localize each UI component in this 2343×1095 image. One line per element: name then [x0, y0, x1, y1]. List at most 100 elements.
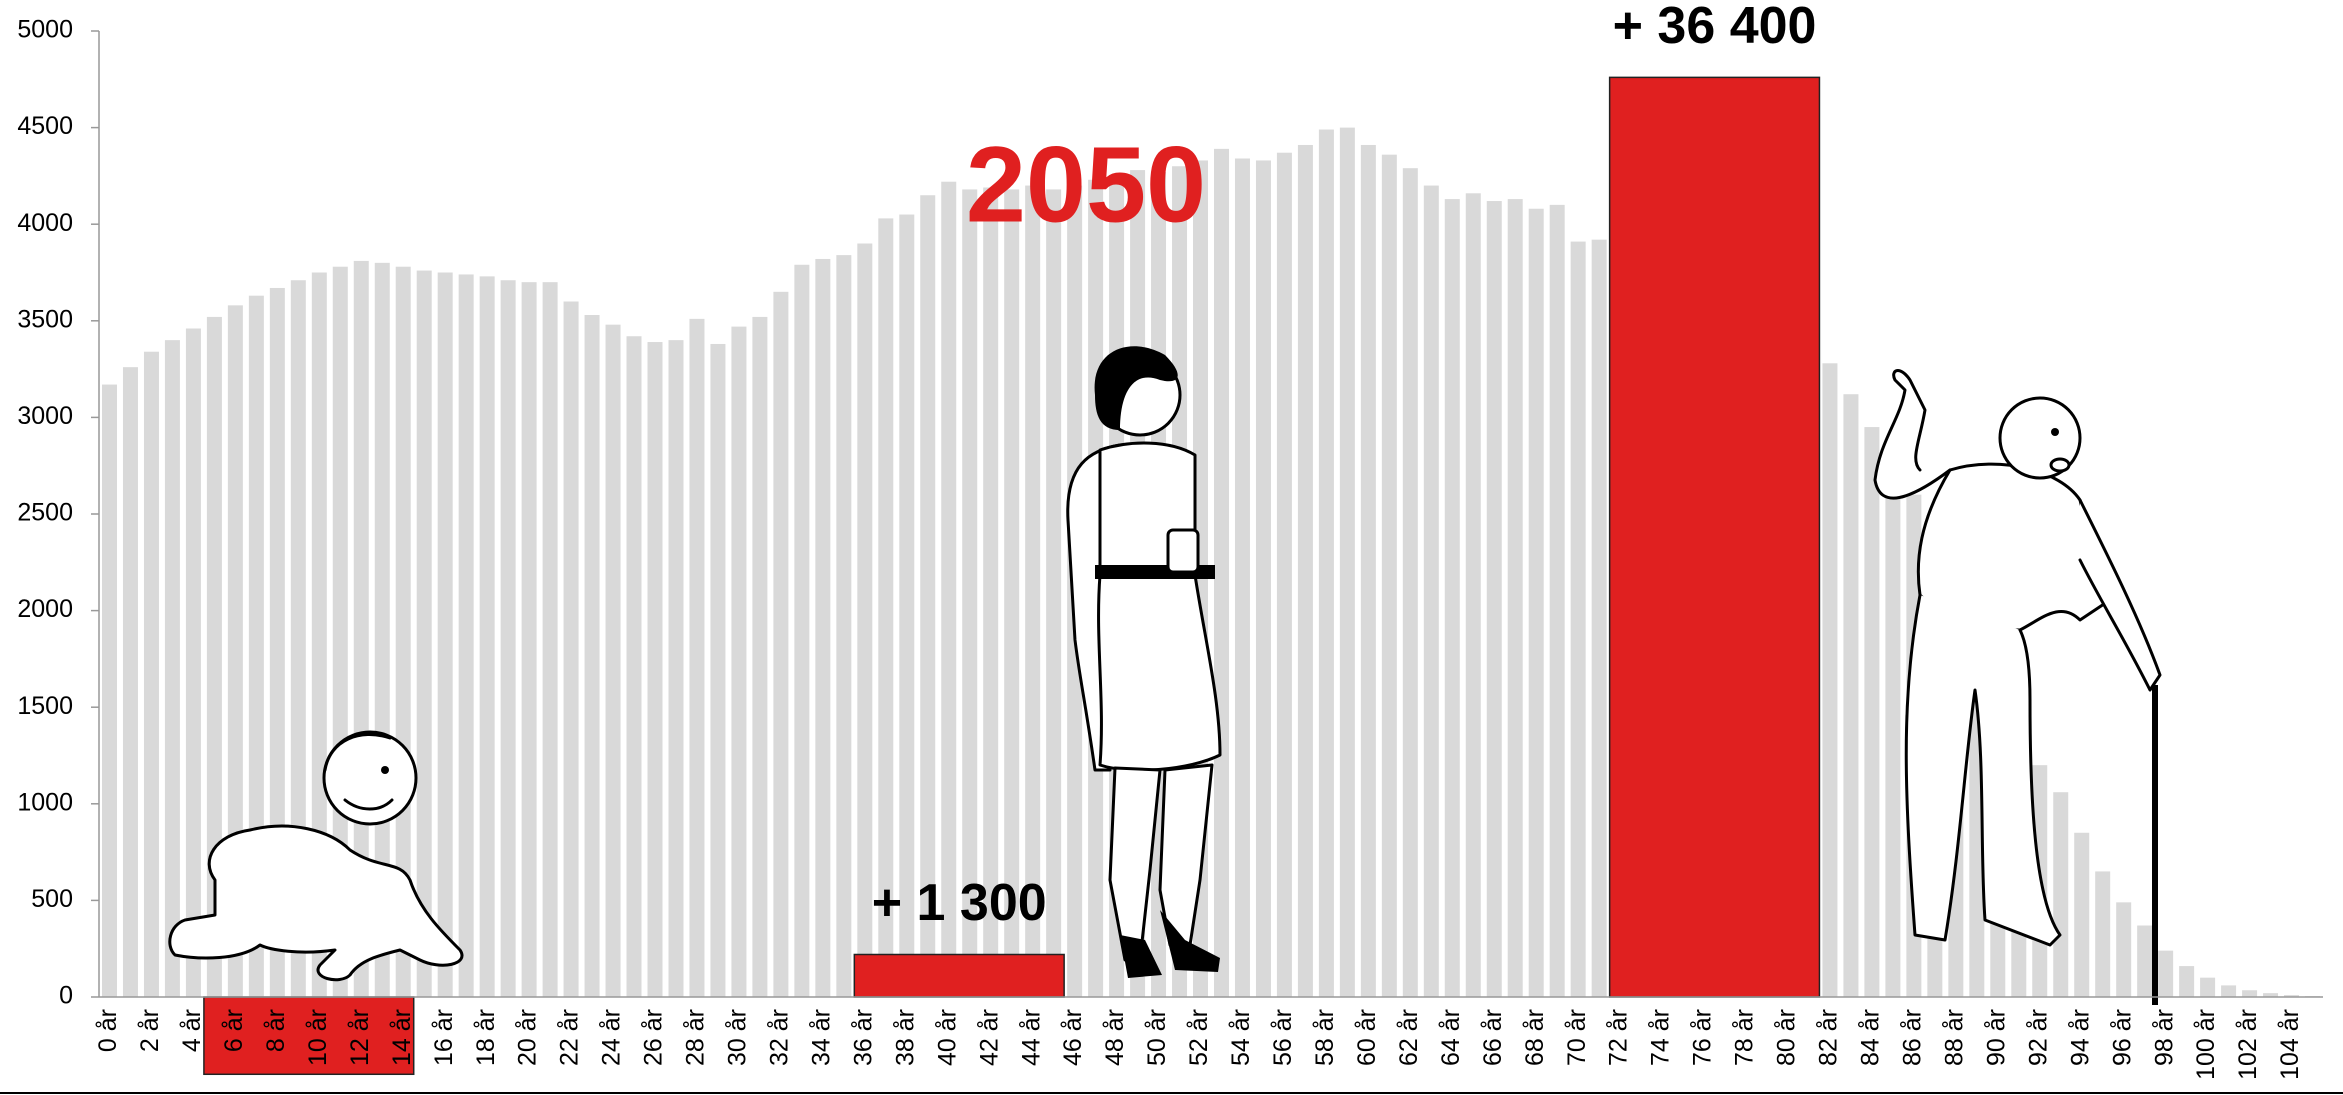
x-tick-label: 38 år	[891, 1009, 919, 1066]
x-tick-label: 90 år	[1982, 1009, 2010, 1066]
bar	[815, 259, 830, 997]
y-tick-label: 3500	[17, 305, 73, 333]
y-tick-label: 500	[31, 885, 73, 913]
x-tick-label: 80 år	[1773, 1009, 1801, 1066]
bar	[1529, 209, 1544, 997]
chart-title: 2050	[966, 124, 1206, 245]
x-tick-label: 98 år	[2150, 1009, 2178, 1066]
bar	[1885, 450, 1900, 997]
bar	[2116, 902, 2131, 997]
x-tick-label: 100 år	[2192, 1009, 2220, 1080]
x-tick-label: 26 år	[640, 1009, 668, 1066]
bar	[752, 317, 767, 997]
x-tick-label: 76 år	[1689, 1009, 1717, 1066]
x-tick-label: 34 år	[807, 1009, 835, 1066]
x-tick-label: 94 år	[2066, 1009, 2094, 1066]
x-tick-label: 64 år	[1437, 1009, 1465, 1066]
bar	[144, 352, 159, 997]
x-tick-label: 30 år	[724, 1009, 752, 1066]
x-tick-label: 54 år	[1227, 1009, 1255, 1066]
highlight-label: + 36 400	[1613, 0, 1817, 55]
x-tick-label: 82 år	[1815, 1009, 1843, 1066]
bar	[1445, 199, 1460, 997]
bar	[186, 329, 201, 997]
bar	[606, 325, 621, 997]
bar	[1340, 128, 1355, 997]
bar	[2095, 871, 2110, 997]
bar	[2200, 978, 2215, 997]
bar	[1550, 205, 1565, 997]
bar	[710, 344, 725, 997]
bar	[123, 367, 138, 997]
bar	[1843, 394, 1858, 997]
x-tick-label: 52 år	[1185, 1009, 1213, 1066]
bar	[2242, 990, 2257, 997]
x-tick-label: 8 år	[262, 1009, 290, 1052]
bar	[2158, 951, 2173, 997]
bar	[480, 276, 495, 997]
x-tick-label: 22 år	[556, 1009, 584, 1066]
x-tick-label: 88 år	[1940, 1009, 1968, 1066]
bar	[1277, 153, 1292, 997]
x-tick-label: 2 år	[136, 1009, 164, 1052]
x-tick-label: 96 år	[2108, 1009, 2136, 1066]
y-tick-label: 3000	[17, 402, 73, 430]
bar	[102, 385, 117, 997]
bar	[2074, 833, 2089, 997]
x-tick-label: 58 år	[1311, 1009, 1339, 1066]
bar	[1256, 160, 1271, 997]
x-tick-label: 0 år	[94, 1009, 122, 1052]
x-tick-label: 32 år	[765, 1009, 793, 1066]
eye	[381, 766, 389, 774]
highlight-label: + 1 300	[872, 874, 1047, 932]
y-tick-label: 1500	[17, 692, 73, 720]
bar	[1319, 130, 1334, 997]
y-tick-label: 2500	[17, 499, 73, 527]
bar	[1466, 193, 1481, 997]
x-tick-label: 10 år	[304, 1009, 332, 1066]
eye	[2051, 428, 2059, 436]
bar	[585, 315, 600, 997]
x-tick-label: 36 år	[849, 1009, 877, 1066]
x-tick-label: 92 år	[2024, 1009, 2052, 1066]
x-tick-label: 78 år	[1731, 1009, 1759, 1066]
x-tick-label: 28 år	[682, 1009, 710, 1066]
bar	[1403, 168, 1418, 997]
x-tick-label: 42 år	[975, 1009, 1003, 1066]
bar	[857, 244, 872, 997]
x-tick-label: 62 år	[1395, 1009, 1423, 1066]
x-tick-label: 72 år	[1605, 1009, 1633, 1066]
bar	[668, 340, 683, 997]
bar	[1571, 242, 1586, 997]
highlight-bar	[854, 954, 1064, 997]
x-tick-label: 12 år	[346, 1009, 374, 1066]
bar	[1822, 363, 1837, 997]
bar	[1235, 159, 1250, 997]
x-tick-label: 24 år	[598, 1009, 626, 1066]
y-tick-label: 1000	[17, 788, 73, 816]
bar	[1592, 240, 1607, 997]
bar	[2137, 926, 2152, 997]
x-tick-label: 86 år	[1898, 1009, 1926, 1066]
x-tick-label: 44 år	[1017, 1009, 1045, 1066]
bar	[836, 255, 851, 997]
x-tick-label: 4 år	[178, 1009, 206, 1052]
y-tick-label: 4500	[17, 112, 73, 140]
bar	[1487, 201, 1502, 997]
bar	[1361, 145, 1376, 997]
bar	[2179, 966, 2194, 997]
x-tick-label: 16 år	[430, 1009, 458, 1066]
x-tick-label: 74 år	[1647, 1009, 1675, 1066]
bar	[459, 274, 474, 997]
x-tick-label: 56 år	[1269, 1009, 1297, 1066]
bar	[1424, 186, 1439, 997]
bar	[773, 292, 788, 997]
x-tick-label: 48 år	[1101, 1009, 1129, 1066]
bar	[1298, 145, 1313, 997]
x-tick-label: 20 år	[514, 1009, 542, 1066]
x-tick-label: 60 år	[1353, 1009, 1381, 1066]
bar	[543, 282, 558, 997]
x-tick-label: 6 år	[220, 1009, 248, 1052]
y-tick-label: 5000	[17, 16, 73, 44]
bar	[794, 265, 809, 997]
